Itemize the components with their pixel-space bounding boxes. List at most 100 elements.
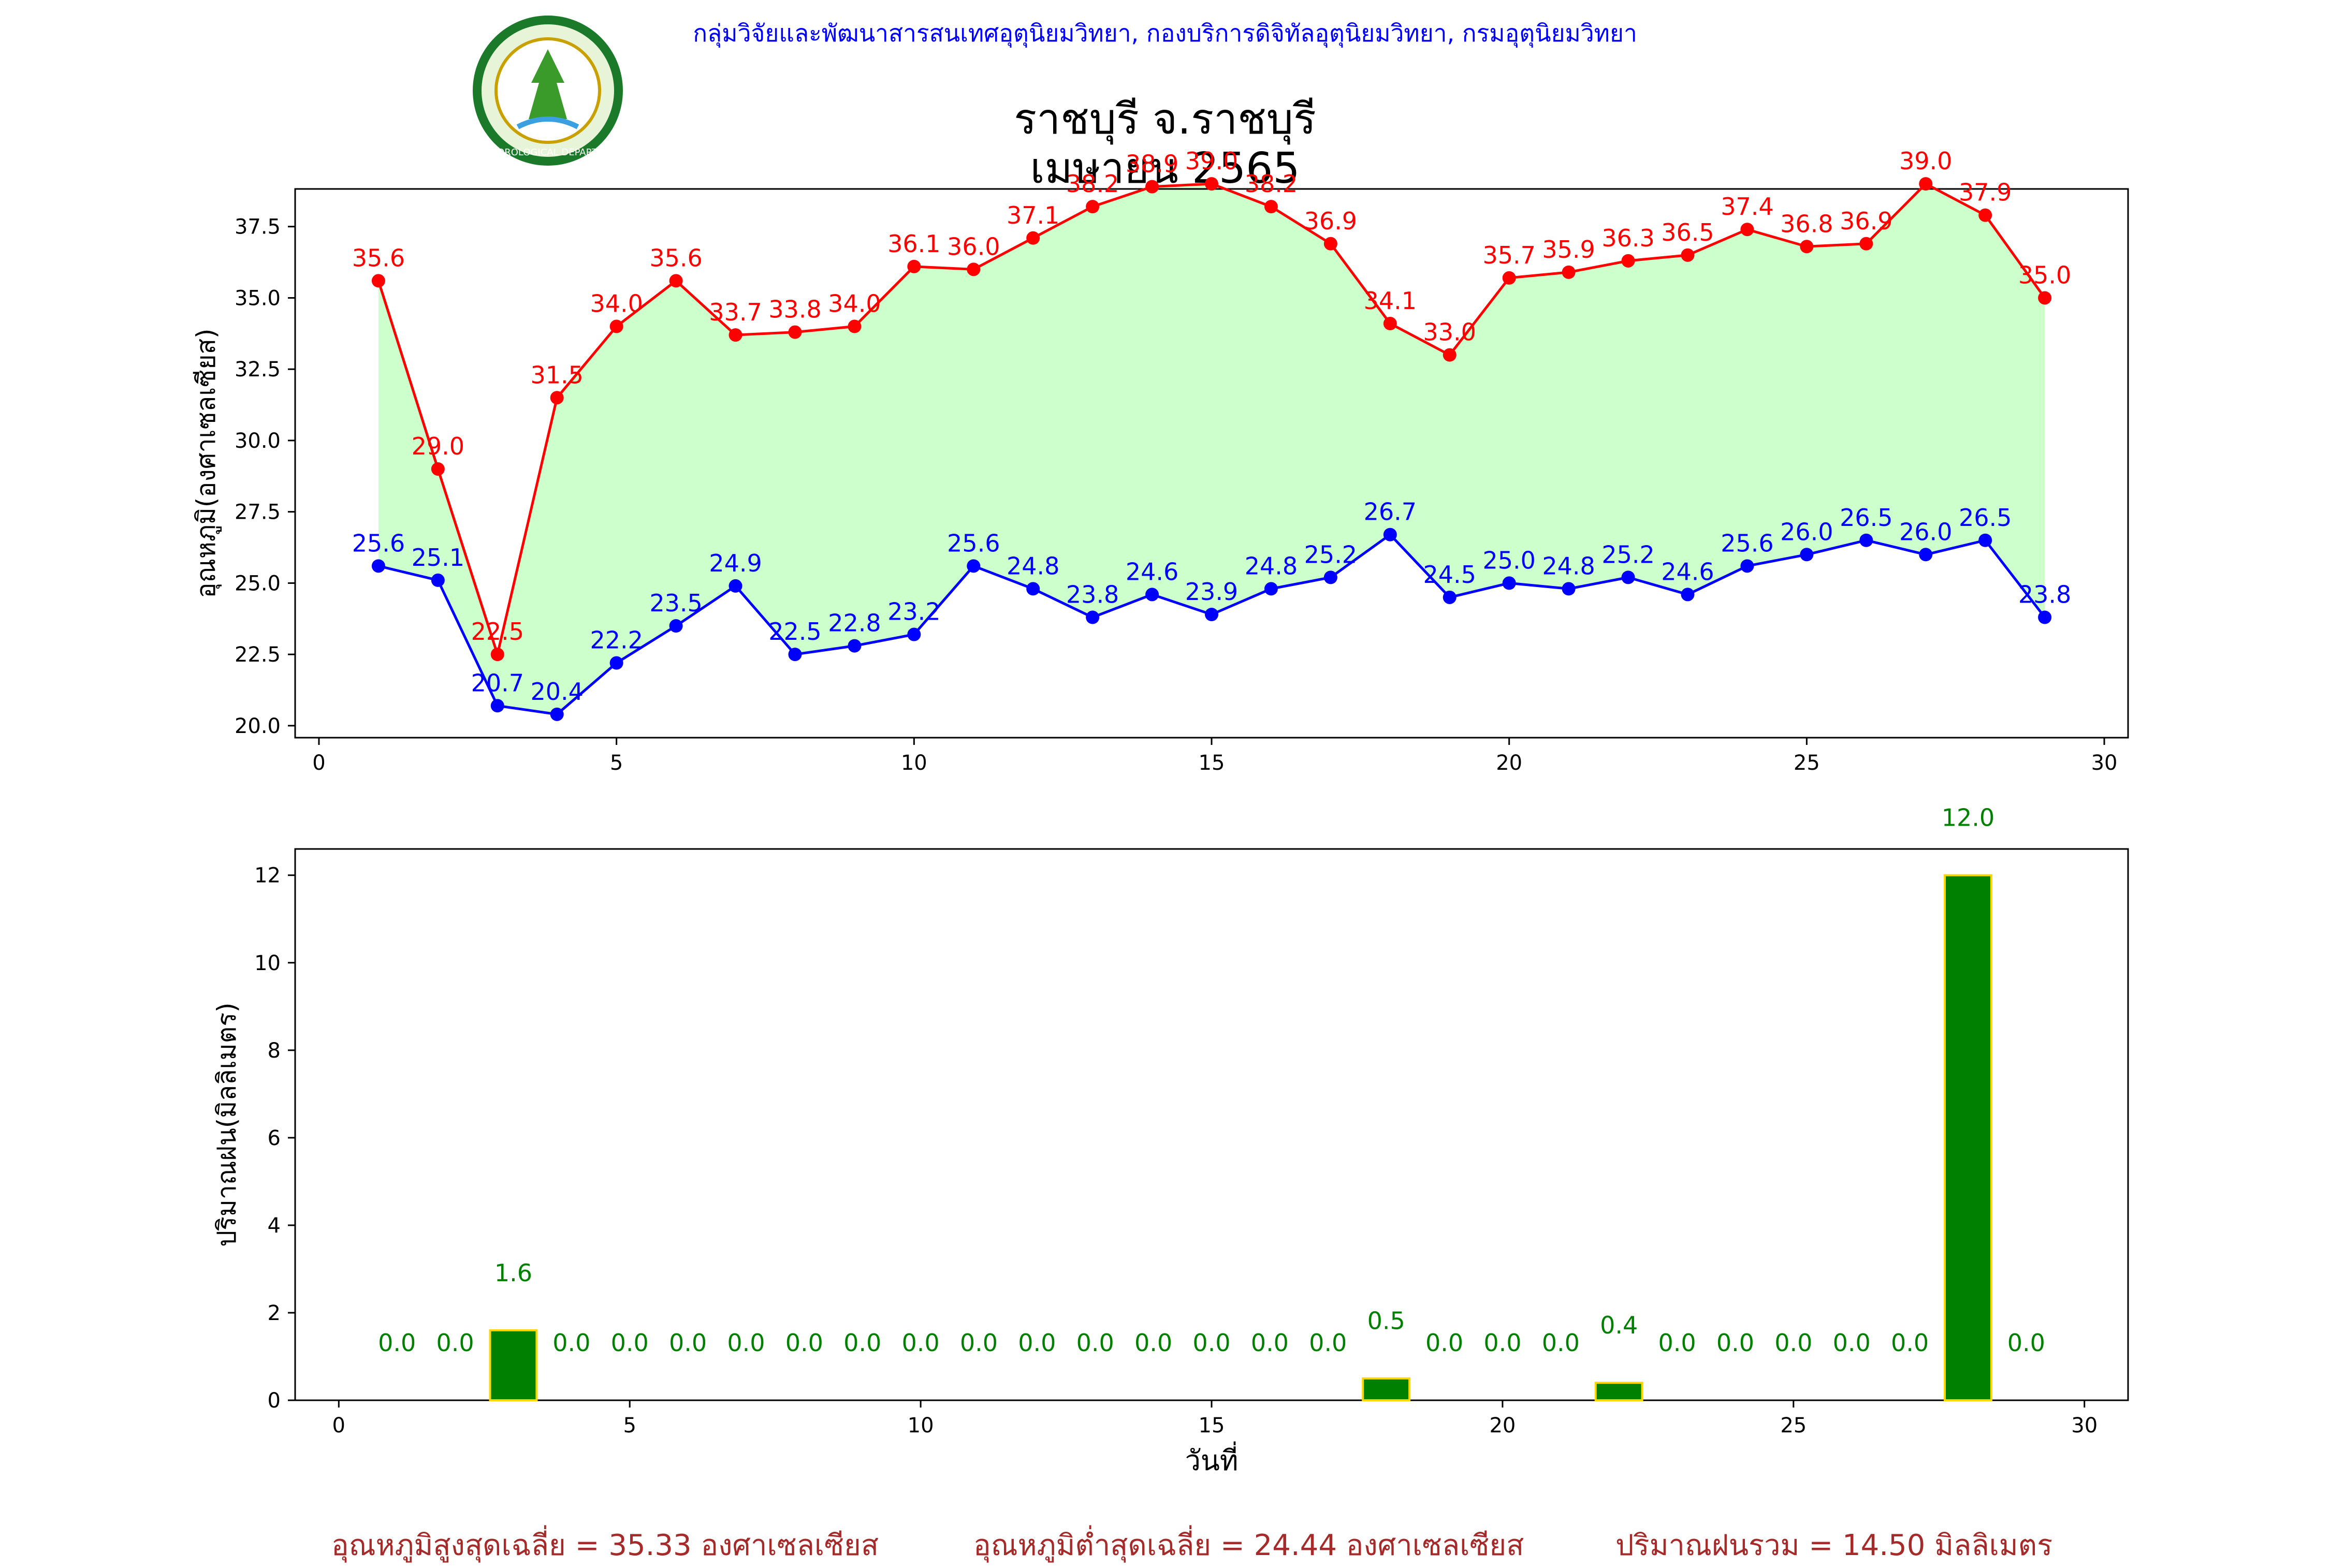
temp-x-tick-label: 30 bbox=[2091, 751, 2118, 775]
rainfall-value-label: 0.0 bbox=[1542, 1329, 1580, 1357]
meteorological-department-logo: METEOROLOGICAL DEPARTMENT bbox=[472, 16, 624, 166]
min-temp-label: 26.0 bbox=[1780, 518, 1833, 546]
max-temp-label: 35.9 bbox=[1542, 236, 1595, 263]
max-temp-point bbox=[1383, 317, 1397, 331]
rain-y-tick-label: 4 bbox=[268, 1214, 281, 1238]
rain-y-tick-label: 0 bbox=[268, 1389, 281, 1413]
min-temp-label: 24.8 bbox=[1542, 552, 1595, 580]
rainfall-value-label: 0.0 bbox=[1076, 1329, 1114, 1357]
min-temp-label: 22.8 bbox=[828, 609, 881, 637]
rainfall-value-label: 0.0 bbox=[1309, 1329, 1347, 1357]
min-temp-point bbox=[550, 707, 564, 721]
min-temp-label: 24.5 bbox=[1423, 561, 1476, 589]
min-temp-label: 24.9 bbox=[709, 549, 762, 577]
temp-y-tick-label: 27.5 bbox=[235, 501, 281, 524]
max-temp-point bbox=[1086, 200, 1100, 214]
rainfall-bar bbox=[1362, 1377, 1411, 1401]
rainfall-value-label: 0.0 bbox=[669, 1329, 707, 1357]
rainfall-value-label: 0.0 bbox=[1018, 1329, 1056, 1357]
max-temp-point bbox=[848, 319, 862, 333]
temperature-range-fill bbox=[378, 184, 2045, 714]
rainfall-bar bbox=[1594, 1382, 1643, 1401]
rainfall-value-label: 0.0 bbox=[1658, 1329, 1696, 1357]
rainfall-plot: 0.0 0.0 1.6 0.0 0.0 0.0 0.0 0.0 0.0 0.0 0.0 0.0 0.0 0… bbox=[212, 804, 2129, 1477]
min-temp-point bbox=[371, 559, 385, 573]
min-temp-label: 25.1 bbox=[412, 544, 464, 571]
min-temp-point bbox=[1621, 570, 1635, 584]
rainfall-value-label: 0.0 bbox=[1192, 1329, 1230, 1357]
min-temp-point bbox=[1978, 533, 1992, 547]
max-temp-label: 36.9 bbox=[1840, 207, 1892, 235]
min-temp-point bbox=[788, 648, 802, 662]
max-temp-point bbox=[1502, 271, 1516, 285]
max-temp-label: 29.0 bbox=[412, 432, 464, 460]
min-temp-label: 23.5 bbox=[649, 589, 702, 617]
rain-y-tick-label: 10 bbox=[254, 951, 281, 975]
rainfall-value-label: 0.0 bbox=[611, 1329, 649, 1357]
max-temp-label: 37.4 bbox=[1721, 193, 1773, 221]
rainfall-value-label: 0.5 bbox=[1367, 1307, 1405, 1335]
rainfall-value-label: 0.0 bbox=[1716, 1329, 1754, 1357]
temp-x-tick-label: 5 bbox=[610, 751, 623, 775]
max-temp-point bbox=[1323, 237, 1337, 251]
min-temp-label: 20.4 bbox=[531, 678, 584, 706]
rain-x-tick-label: 15 bbox=[1199, 1414, 1225, 1438]
min-temp-label: 23.8 bbox=[2018, 581, 2071, 609]
rain-y-tick-label: 2 bbox=[268, 1301, 281, 1325]
rainfall-value-label: 0.0 bbox=[1774, 1329, 1812, 1357]
min-temp-label: 25.2 bbox=[1601, 540, 1654, 568]
min-temp-point bbox=[1323, 570, 1337, 584]
temp-y-tick-label: 20.0 bbox=[235, 714, 281, 738]
rainfall-value-label: 0.4 bbox=[1600, 1311, 1638, 1339]
max-temp-label: 36.9 bbox=[1304, 207, 1357, 235]
avg-max-temp-text: อุณหภูมิสูงสุดเฉลี่ย = 35.33 องศาเซลเซีย… bbox=[331, 1529, 879, 1562]
rainfall-plot-frame bbox=[294, 848, 2129, 1401]
max-temp-label: 38.2 bbox=[1245, 170, 1298, 198]
max-temp-point bbox=[1264, 200, 1278, 214]
min-temp-point bbox=[1145, 588, 1159, 602]
rainfall-value-label: 0.0 bbox=[552, 1329, 590, 1357]
chart-title-station: ราชบุรี จ.ราชบุรี bbox=[1014, 95, 1316, 144]
max-temp-label: 33.0 bbox=[1423, 318, 1476, 346]
rainfall-x-axis-label: วันที่ bbox=[1185, 1441, 1239, 1477]
min-temp-point bbox=[967, 559, 981, 573]
max-temp-point bbox=[1681, 248, 1695, 262]
min-temp-point bbox=[848, 639, 862, 653]
max-temp-point bbox=[1978, 208, 1992, 222]
rainfall-value-label: 0.0 bbox=[727, 1329, 765, 1357]
temp-y-tick-label: 32.5 bbox=[235, 358, 281, 382]
rainfall-value-label: 0.0 bbox=[1134, 1329, 1172, 1357]
min-temp-point bbox=[907, 627, 921, 641]
min-temp-label: 24.8 bbox=[1245, 552, 1298, 580]
temp-y-tick-label: 35.0 bbox=[235, 286, 281, 310]
max-temp-label: 39.0 bbox=[1185, 147, 1238, 175]
min-temp-point bbox=[1562, 582, 1576, 596]
max-temp-point bbox=[1443, 348, 1457, 362]
min-temp-point bbox=[1443, 590, 1457, 604]
max-temp-point bbox=[788, 325, 802, 339]
min-temp-label: 23.9 bbox=[1185, 578, 1238, 606]
temp-y-tick-label: 37.5 bbox=[235, 215, 281, 239]
rainfall-value-label: 0.0 bbox=[1483, 1329, 1521, 1357]
min-temp-label: 26.0 bbox=[1899, 518, 1952, 546]
max-temp-label: 37.1 bbox=[1007, 201, 1059, 229]
temp-x-tick-label: 10 bbox=[901, 751, 927, 775]
temp-x-tick-label: 15 bbox=[1199, 751, 1225, 775]
max-temp-point bbox=[1562, 265, 1576, 279]
temperature-y-axis-label: อุณหภูมิ(องศาเซลเซียส) bbox=[191, 328, 222, 598]
min-temp-point bbox=[1086, 610, 1100, 624]
min-temp-point bbox=[1026, 582, 1040, 596]
rain-x-tick-label: 10 bbox=[908, 1414, 934, 1438]
max-temp-point bbox=[2038, 291, 2052, 305]
min-temp-label: 26.5 bbox=[1840, 504, 1892, 532]
min-temp-point bbox=[729, 579, 742, 593]
max-temp-label: 35.7 bbox=[1482, 241, 1535, 269]
rainfall-value-label: 0.0 bbox=[843, 1329, 881, 1357]
min-temp-point bbox=[1681, 588, 1695, 602]
rainfall-value-label: 0.0 bbox=[436, 1329, 474, 1357]
max-temp-point bbox=[1145, 180, 1159, 194]
max-temp-label: 37.9 bbox=[1959, 179, 2012, 207]
max-temp-label: 36.0 bbox=[947, 232, 1000, 260]
min-temp-point bbox=[1859, 533, 1873, 547]
min-temp-label: 25.2 bbox=[1304, 540, 1357, 568]
